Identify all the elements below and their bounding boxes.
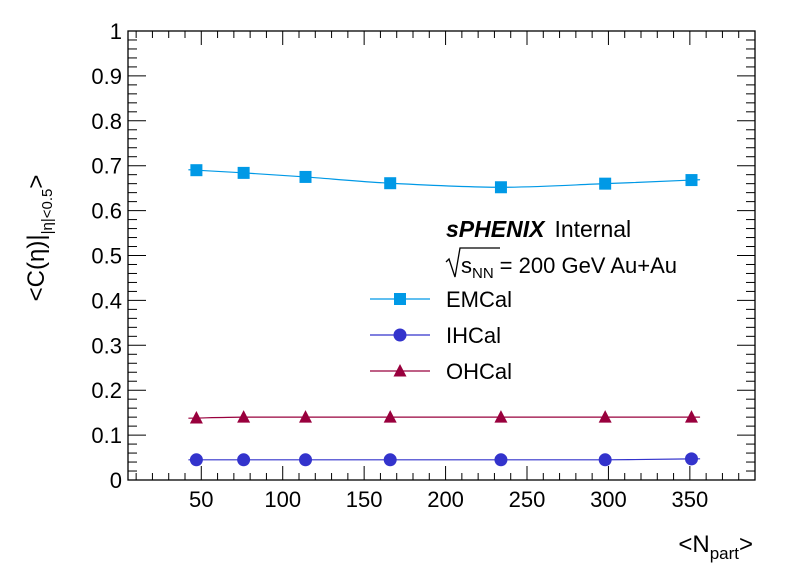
series-line-emcal [188,169,701,188]
x-tick-label: 200 [427,487,464,512]
legend-label-emcal: EMCal [446,287,512,312]
legend-label-ohcal: OHCal [446,359,512,384]
series-layer [188,164,701,467]
x-axis-title: <Npart> [678,531,753,563]
data-point-emcal [494,181,507,194]
legend-item-ihcal: IHCal [370,323,501,348]
svg-text:sNN= 200 GeV Au+Au: sNN = 200 GeV Au+Au [461,253,677,282]
x-tick-label: 50 [189,487,213,512]
legend-marker-emcal [394,293,406,305]
data-point-emcal [190,164,203,177]
y-tick-label: 0.9 [91,64,122,89]
data-point-ihcal [684,452,698,466]
y-tick-label: 0.2 [91,378,122,403]
data-point-ohcal [237,410,251,423]
data-point-emcal [237,166,250,179]
data-point-ihcal [189,453,203,467]
legend-marker-ohcal [393,364,407,377]
y-axis-title: <C(η)||η|<0.5> [23,175,56,302]
legend: EMCal IHCal OHCal [370,287,512,384]
data-point-ihcal [237,453,251,467]
series-emcal [188,164,701,194]
y-tick-label: 0.7 [91,154,122,179]
data-point-ihcal [383,453,397,467]
data-point-ohcal [189,411,203,424]
data-point-ihcal [299,453,313,467]
data-point-emcal [384,177,397,190]
brand-annotation: sPHENIX Internal [446,216,631,242]
y-tick-label: 0.6 [91,199,122,224]
data-point-ihcal [598,453,612,467]
energy-annotation: sNN = 200 GeV Au+Au [445,247,677,282]
legend-marker-ihcal [393,328,407,342]
y-tick-label: 1 [110,19,122,44]
legend-label-ihcal: IHCal [446,323,501,348]
y-tick-label: 0.3 [91,333,122,358]
x-tick-label: 150 [346,487,383,512]
y-tick-label: 0.4 [91,288,122,313]
y-tick-label: 0.8 [91,109,122,134]
series-line-ohcal [188,416,701,419]
data-point-ohcal [494,410,508,423]
legend-item-ohcal: OHCal [370,359,512,384]
x-tick-label: 350 [671,487,708,512]
sqrt-symbol [445,247,500,278]
data-point-emcal [685,174,698,187]
legend-item-emcal: EMCal [370,287,512,312]
y-tick-label: 0.5 [91,244,122,269]
y-tick-label: 0.1 [91,423,122,448]
x-tick-label: 100 [264,487,301,512]
x-tick-label: 250 [509,487,546,512]
data-point-emcal [299,170,312,183]
data-point-ohcal [383,410,397,423]
series-line-ihcal [188,458,701,461]
data-point-ohcal [684,410,698,423]
data-point-ohcal [598,410,612,423]
y-tick-label: 0 [110,468,122,493]
data-point-emcal [599,177,612,190]
axis-ticks [128,30,756,481]
series-ihcal [188,452,701,467]
x-tick-label: 300 [590,487,627,512]
data-point-ohcal [299,410,313,423]
data-point-ihcal [494,453,508,467]
series-ohcal [188,410,701,424]
